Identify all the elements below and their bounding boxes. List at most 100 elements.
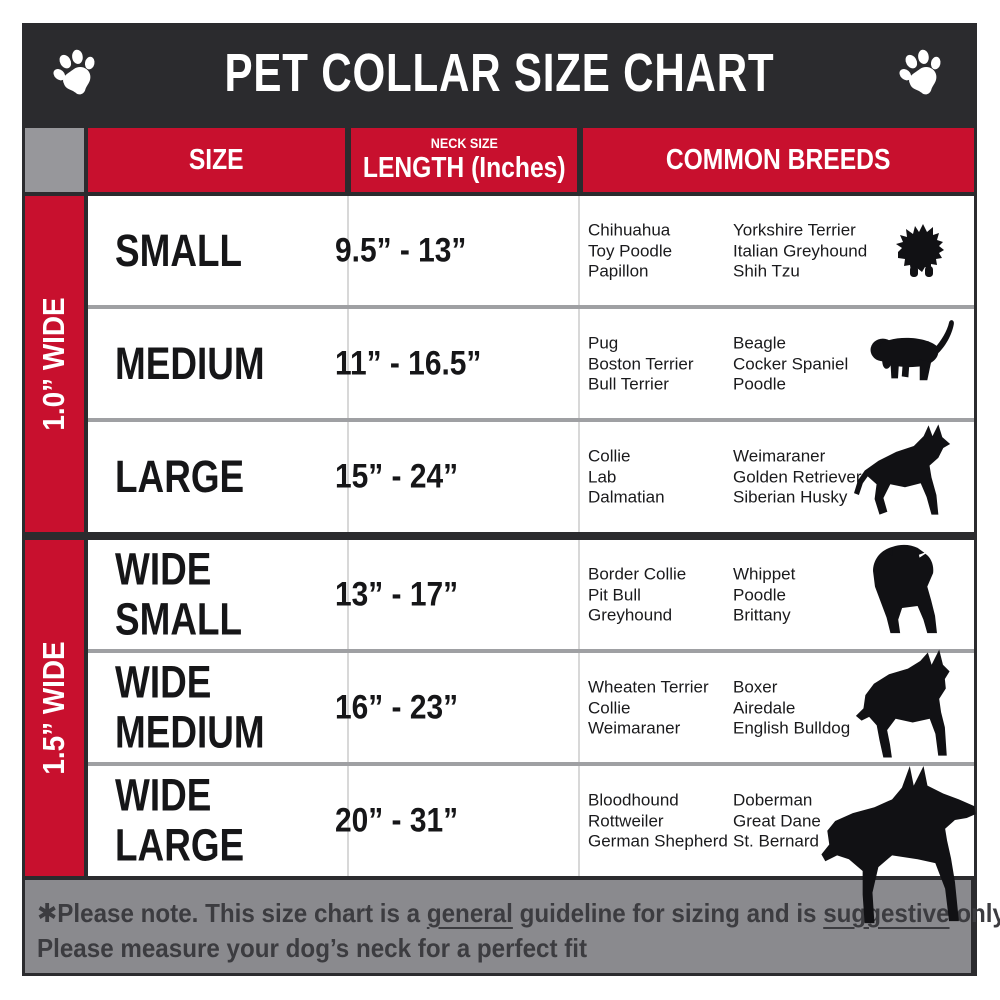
column-divider (347, 540, 349, 650)
column-divider (347, 309, 349, 419)
doberman-dog-silhouette-icon (819, 764, 977, 927)
breed-name: Dalmatian (588, 487, 665, 507)
column-divider (578, 196, 580, 306)
size-cell: LARGE (115, 450, 245, 502)
group-bar-1-inch-wide: 1.0” WIDE (25, 196, 84, 532)
breeds-list-primary: Bloodhound Rottweiler German Shepherd (588, 790, 733, 852)
column-divider (578, 766, 580, 876)
breed-name: Yorkshire Terrier (733, 220, 856, 240)
breeds-list-primary: Chihuahua Toy Poodle Papillon (588, 220, 733, 282)
size-cell: WIDE SMALL (115, 543, 243, 645)
row-divider (88, 305, 974, 309)
breed-name: Whippet (733, 564, 796, 584)
length-cell: 13” - 17” (335, 575, 459, 614)
breed-name: Brittany (733, 605, 791, 625)
breed-name: Bloodhound (588, 790, 679, 810)
column-divider (347, 653, 349, 763)
footnote-text: ✱Please note. This size chart is a gener… (37, 896, 1000, 966)
paw-icon (895, 47, 947, 99)
breed-name: Poodle (733, 584, 786, 604)
length-cell: 9.5” - 13” (335, 231, 467, 270)
column-divider (578, 540, 580, 650)
page-title: PET COLLAR SIZE CHART (224, 43, 775, 103)
size-cell: SMALL (115, 224, 243, 276)
breed-name: Wheaten Terrier (588, 677, 709, 697)
breed-name: Lab (588, 466, 617, 486)
breed-name: Doberman (733, 790, 813, 810)
german-shepherd-dog-silhouette-icon (854, 421, 957, 522)
breed-name: Papillon (588, 261, 649, 281)
pit-bull-dog-silhouette-icon (854, 647, 960, 764)
breeds-list-secondary: Yorkshire Terrier Italian Greyhound Shih T… (733, 220, 883, 282)
breeds-list-secondary: Boxer Airedale English Bulldog (733, 677, 883, 739)
table-row-wide-small: WIDE SMALL 13” - 17” Border Collie Pit Bu… (88, 540, 974, 650)
size-cell: WIDE MEDIUM (115, 656, 265, 758)
bulldog-dog-silhouette-icon (863, 544, 947, 637)
column-header-size: SIZE (88, 128, 345, 192)
corner-cell (25, 128, 84, 192)
title-bar: PET COLLAR SIZE CHART (22, 23, 977, 123)
row-divider (88, 649, 974, 653)
breed-name: English Bulldog (733, 718, 851, 738)
table-row-wide-medium: WIDE MEDIUM 16” - 23” Wheaten Terrier Col… (88, 649, 974, 763)
breeds-list-secondary: Beagle Cocker Spaniel Poodle (733, 333, 883, 395)
breed-name: Collie (588, 446, 631, 466)
breeds-list-primary: Border Collie Pit Bull Greyhound (588, 564, 733, 626)
table-row-medium: MEDIUM 11” - 16.5” Pug Boston Terrier Bull… (88, 309, 974, 419)
breed-name: Boxer (733, 677, 778, 697)
size-cell: WIDE LARGE (115, 769, 245, 871)
length-cell: 11” - 16.5” (335, 344, 482, 383)
column-divider (347, 422, 349, 532)
breeds-list-secondary: Whippet Poodle Brittany (733, 564, 883, 626)
breed-name: Bull Terrier (588, 374, 669, 394)
breed-name: Great Dane (733, 810, 821, 830)
breed-name: St. Bernard (733, 831, 819, 851)
row-divider (88, 418, 974, 422)
breeds-list-primary: Collie Lab Dalmatian (588, 446, 733, 508)
column-divider (578, 653, 580, 763)
group-bar-1point5-inch-wide: 1.5” WIDE (25, 540, 84, 876)
breed-name: Poodle (733, 374, 786, 394)
breeds-list-primary: Pug Boston Terrier Bull Terrier (588, 333, 733, 395)
breed-name: Cocker Spaniel (733, 353, 849, 373)
breed-name: Pug (588, 333, 619, 353)
group-label: 1.0” WIDE (36, 297, 72, 431)
breed-name: Border Collie (588, 564, 687, 584)
breed-name: Pit Bull (588, 584, 641, 604)
breed-name: Golden Retriever (733, 466, 862, 486)
length-cell: 16” - 23” (335, 688, 459, 727)
column-header-common-breeds: COMMON BREEDS (583, 128, 974, 192)
column-header-neck-size: NECK SIZE LENGTH (Inches) (351, 128, 577, 192)
breed-name: Chihuahua (588, 220, 671, 240)
row-divider (88, 762, 974, 766)
breed-name: Shih Tzu (733, 261, 800, 281)
breed-name: Collie (588, 697, 631, 717)
breed-name: Toy Poodle (588, 240, 673, 260)
column-divider (578, 422, 580, 532)
table-row-large: LARGE 15” - 24” Collie Lab Dalmatian Weima… (88, 422, 974, 532)
size-chart-frame: PET COLLAR SIZE CHART SIZE NECK SIZE LEN… (22, 23, 1000, 976)
breeds-list-primary: Wheaten Terrier Collie Weimaraner (588, 677, 733, 739)
breed-name: Italian Greyhound (733, 240, 868, 260)
beagle-dog-silhouette-icon (866, 314, 964, 384)
length-cell: 20” - 31” (335, 801, 459, 840)
length-cell: 15” - 24” (335, 457, 459, 496)
group-label: 1.5” WIDE (36, 641, 72, 775)
breeds-list-secondary: Doberman Great Dane St. Bernard (733, 790, 883, 852)
column-divider (578, 309, 580, 419)
footnote-line-2: Please measure your dog’s neck for a per… (37, 933, 588, 963)
size-cell: MEDIUM (115, 337, 265, 389)
table-row-small: SMALL 9.5” - 13” Chihuahua Toy Poodle Papi… (88, 196, 974, 306)
breed-name: German Shepherd (588, 831, 728, 851)
breed-name: Siberian Husky (733, 487, 848, 507)
breed-name: Rottweiler (588, 810, 664, 830)
breed-name: Boston Terrier (588, 353, 694, 373)
column-divider (347, 196, 349, 306)
breed-name: Airedale (733, 697, 796, 717)
footnote-bar: ✱Please note. This size chart is a gener… (25, 880, 1000, 973)
column-divider (347, 766, 349, 876)
pomeranian-dog-silhouette-icon (890, 221, 950, 279)
paw-icon (49, 47, 101, 99)
breed-name: Beagle (733, 333, 786, 353)
footnote-line-1: ✱Please note. This size chart is a gener… (37, 898, 1000, 928)
